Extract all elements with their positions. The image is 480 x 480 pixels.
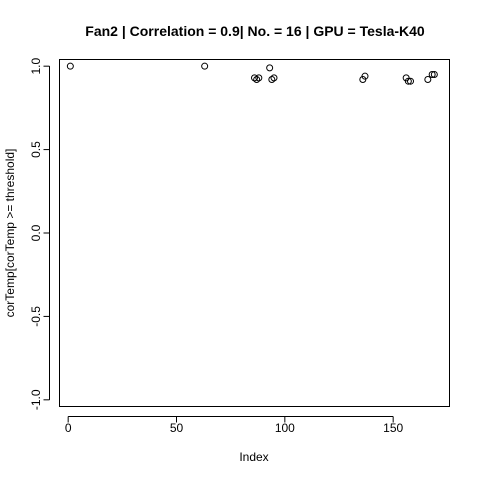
plot-frame [59, 59, 450, 407]
data-point [361, 72, 369, 80]
x-axis-label: Index [239, 450, 268, 464]
x-tick-label: 50 [170, 421, 184, 435]
x-axis: 0 50 100 150 [65, 416, 403, 435]
data-point [407, 77, 414, 85]
x-tick-label: 0 [65, 421, 72, 435]
x-tick-label: 150 [383, 421, 403, 435]
data-point [266, 64, 274, 72]
data-point [430, 71, 438, 79]
y-tick-label: -0.5 [29, 306, 43, 327]
data-point [428, 71, 436, 79]
data-point [255, 74, 263, 82]
y-tick-label: 1.0 [29, 58, 43, 75]
data-point [66, 62, 74, 70]
x-tick-label: 100 [275, 421, 295, 435]
y-tick-label: -1.0 [29, 389, 43, 410]
y-tick-label: 0.0 [29, 224, 43, 241]
data-point [201, 62, 209, 70]
data-point [270, 74, 278, 82]
data-point [253, 76, 261, 84]
data-point [424, 76, 432, 84]
data-point [404, 77, 412, 85]
data-point [251, 74, 258, 82]
y-tick-label: 0.5 [29, 141, 43, 158]
data-points [66, 62, 438, 85]
y-axis-label: corTemp[corTemp >= threshold] [3, 149, 17, 318]
y-axis: -1.0 -0.5 0.0 0.5 1.0 [29, 58, 50, 410]
data-point [268, 76, 276, 84]
chart-title: Fan2 | Correlation = 0.9| No. = 16 | GPU… [85, 23, 425, 39]
